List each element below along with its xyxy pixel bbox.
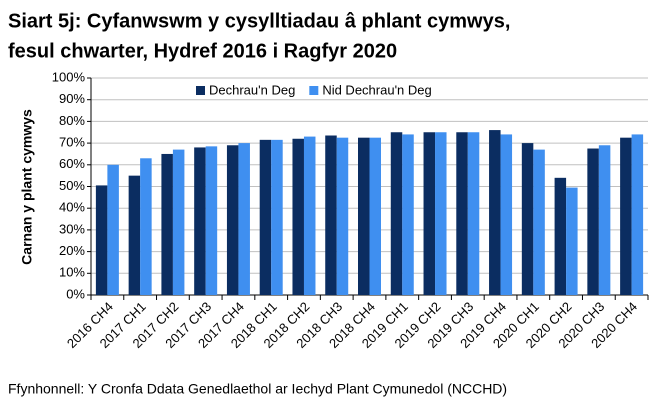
- bar: [467, 132, 480, 295]
- bar: [554, 177, 567, 295]
- y-tick-label: 40%: [59, 200, 85, 215]
- y-tick-label: 70%: [59, 135, 85, 150]
- legend-label: Dechrau'n Deg: [209, 82, 295, 97]
- bar: [631, 134, 644, 295]
- bar: [456, 132, 468, 295]
- bar: [598, 145, 611, 295]
- bar: [194, 147, 206, 295]
- bar: [259, 139, 272, 295]
- bar: [566, 187, 578, 295]
- y-tick-label: 80%: [59, 113, 85, 128]
- bar: [226, 145, 239, 295]
- bar: [587, 148, 599, 295]
- y-tick-label: 30%: [59, 221, 85, 236]
- bar: [423, 132, 436, 295]
- bar: [435, 132, 447, 295]
- bar: [172, 149, 185, 295]
- y-tick-label: 20%: [59, 243, 85, 258]
- legend-swatch: [309, 86, 319, 95]
- y-tick-label: 50%: [59, 178, 85, 193]
- y-tick-label: 10%: [59, 265, 85, 280]
- y-tick-label: 60%: [59, 156, 85, 171]
- y-tick-label: 100%: [52, 69, 86, 84]
- bar: [107, 164, 119, 295]
- legend-label: Nid Dechrau'n Deg: [322, 82, 431, 97]
- bar: [620, 137, 632, 295]
- bar: [128, 175, 141, 295]
- bar: [205, 146, 218, 295]
- bar: [533, 149, 545, 295]
- bar: [271, 139, 283, 295]
- bar: [521, 143, 534, 295]
- bar: [238, 143, 250, 295]
- bar: [95, 185, 108, 295]
- y-axis-label: Carnan y plant cymwys: [19, 109, 35, 265]
- y-tick-label: 0%: [66, 286, 85, 301]
- legend-swatch: [196, 86, 205, 95]
- bar: [336, 137, 349, 295]
- bar: [325, 135, 337, 295]
- bar: [369, 137, 381, 295]
- bar: [161, 153, 173, 295]
- y-tick-label: 90%: [59, 91, 85, 106]
- chart-title: Siart 5j: Cyfanwswm y cysylltiadau â phl…: [8, 10, 510, 32]
- bar: [390, 132, 403, 295]
- bar: [358, 137, 370, 295]
- bar: [303, 136, 316, 295]
- bar: [292, 138, 304, 295]
- bar: [489, 130, 501, 295]
- bar: [402, 134, 414, 295]
- source-note: Ffynhonnell: Y Cronfa Ddata Genedlaethol…: [8, 381, 507, 397]
- bar: [140, 158, 152, 295]
- bar: [500, 134, 513, 295]
- chart-title: fesul chwarter, Hydref 2016 i Ragfyr 202…: [8, 40, 397, 62]
